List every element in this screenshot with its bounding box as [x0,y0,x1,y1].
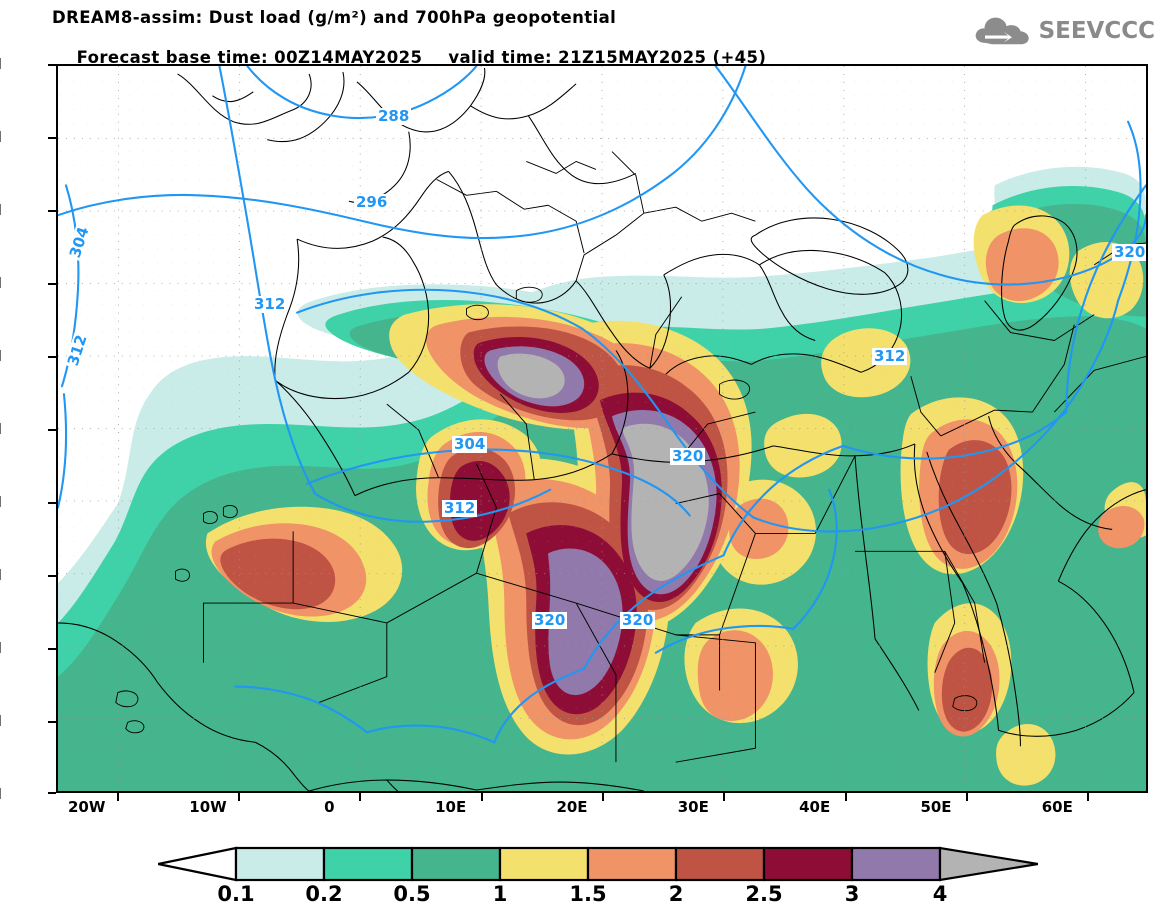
lat-label-10N: 10N [0,712,2,730]
contour-label-304-2: 304 [452,435,488,453]
colorbar-tick-labels: 0.1 0.2 0.5 1 1.5 2 2.5 3 4 [158,882,1038,906]
forecast-base-time: Forecast base time: 00Z14MAY2025 [76,48,423,67]
lon-label-60E: 60E [1041,798,1073,816]
colorbar-tick-1: 1 [492,882,508,906]
cloud-wind-icon [975,17,1029,45]
lat-label-35N: 35N [0,347,2,365]
contour-label-312-2: 312 [252,295,288,313]
title-block: DREAM8-assim: Dust load (g/m²) and 700hP… [0,8,1000,86]
map-plot-area: 288 296 304 304 312 312 312 312 320 320 … [56,64,1148,793]
colorbar-tick-4: 4 [932,882,948,906]
contour-label-296-1: 296 [354,193,390,211]
lat-label-25N: 25N [0,493,2,511]
seevccc-logo: SEEVCCC [972,14,1155,48]
contour-label-312-3: 312 [442,499,478,517]
colorbar-swatch-2.5 [762,846,854,882]
colorbar-swatch-3 [850,846,942,882]
colorbar-tick-1.5: 1.5 [569,882,607,906]
lon-label-10E: 10E [435,798,467,816]
colorbar-swatch-0.5 [410,846,502,882]
contour-label-312-4: 312 [872,347,908,365]
colorbar: 0.1 0.2 0.5 1 1.5 2 2.5 3 4 [158,846,1038,906]
colorbar-tick-2.5: 2.5 [745,882,783,906]
chart-subtitle: Forecast base time: 00Z14MAY2025 valid ti… [0,29,1000,86]
logo-text: SEEVCCC [1038,18,1155,44]
geopotential-contours [58,66,1146,744]
lat-label-40N: 40N [0,274,2,292]
lon-label-40E: 40E [799,798,831,816]
lon-label-20W: 20W [67,798,106,816]
colorbar-swatch-over [938,846,1038,882]
contour-label-288-1: 288 [376,107,412,125]
colorbar-swatch-under [158,846,238,882]
contour-label-320-1: 320 [1112,243,1146,261]
colorbar-tick-3: 3 [844,882,860,906]
colorbar-swatch-1 [498,846,590,882]
lat-label-45N: 45N [0,201,2,219]
contour-label-320-4: 320 [620,611,656,629]
lon-label-30E: 30E [677,798,709,816]
chart-title: DREAM8-assim: Dust load (g/m²) and 700hP… [52,8,617,27]
contour-label-320-2: 320 [670,447,706,465]
lon-label-10W: 10W [189,798,227,816]
colorbar-tick-0.1: 0.1 [217,882,255,906]
contour-label-320-3: 320 [532,611,568,629]
lon-label-20E: 20E [556,798,588,816]
map-canvas: 288 296 304 304 312 312 312 312 320 320 … [58,66,1146,791]
lat-label-50N: 50N [0,128,2,146]
lat-label-5N: 5N [0,785,2,803]
colorbar-swatch-1.5 [586,846,678,882]
colorbar-tick-0.5: 0.5 [393,882,431,906]
colorbar-tick-2: 2 [668,882,684,906]
forecast-valid-time: valid time: 21Z15MAY2025 (+45) [448,48,767,67]
lon-label-50E: 50E [920,798,952,816]
lat-label-15N: 15N [0,639,2,657]
lat-label-30N: 30N [0,420,2,438]
colorbar-swatches [158,846,1038,882]
dust-load-map [58,66,1146,791]
lat-label-20N: 20N [0,566,2,584]
lon-label-0: 0 [324,798,335,816]
colorbar-tick-0.2: 0.2 [305,882,343,906]
colorbar-swatch-0.2 [322,846,414,882]
colorbar-swatch-0.1 [234,846,326,882]
colorbar-swatch-2 [674,846,766,882]
